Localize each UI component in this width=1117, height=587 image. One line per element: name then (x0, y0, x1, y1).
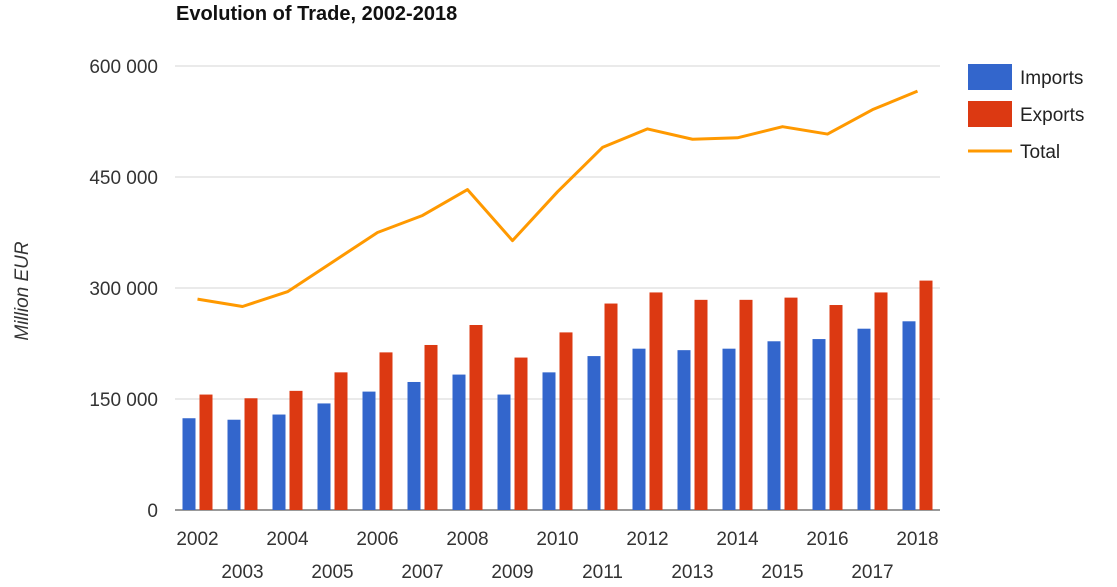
y-tick-label: 600 000 (89, 57, 158, 78)
exports-bar-2018 (919, 280, 933, 510)
imports-bar-2008 (452, 374, 466, 510)
x-axis-ticks: 2002200320042005200620072008200920102011… (176, 529, 938, 583)
imports-bar-2009 (497, 394, 511, 510)
imports-bar-2013 (677, 350, 691, 510)
x-tick-label: 2013 (671, 562, 713, 583)
imports-bar-2014 (722, 348, 736, 510)
exports-bar-2003 (244, 398, 258, 510)
exports-bar-2009 (514, 357, 528, 510)
imports-bar-2018 (902, 321, 916, 510)
x-tick-label: 2010 (536, 529, 578, 550)
imports-bar-2012 (632, 348, 646, 510)
imports-bar-2004 (272, 414, 286, 510)
x-tick-label: 2004 (266, 529, 309, 550)
exports-bar-2006 (379, 352, 393, 510)
imports-bar-2003 (227, 419, 241, 510)
x-tick-label: 2009 (491, 562, 533, 583)
legend-label-imports: Imports (1020, 68, 1083, 89)
exports-bar-2017 (874, 292, 888, 510)
imports-bar-2005 (317, 403, 331, 510)
legend-label-exports: Exports (1020, 105, 1084, 126)
exports-bar-2013 (694, 299, 708, 510)
x-tick-label: 2016 (806, 529, 848, 550)
legend-swatch-exports (968, 101, 1012, 127)
exports-bar-2011 (604, 303, 618, 510)
imports-bar-2016 (812, 339, 826, 510)
imports-bar-2015 (767, 341, 781, 510)
exports-bar-2012 (649, 292, 663, 510)
chart-title: Evolution of Trade, 2002-2018 (176, 3, 457, 25)
exports-bar-2002 (199, 394, 213, 510)
imports-bar-2011 (587, 356, 601, 510)
y-axis-label: Million EUR (12, 241, 33, 341)
imports-bar-2006 (362, 391, 376, 510)
legend-label-total: Total (1020, 142, 1060, 163)
x-tick-label: 2012 (626, 529, 668, 550)
y-tick-label: 150 000 (89, 390, 158, 411)
exports-bar-2010 (559, 332, 573, 510)
x-tick-label: 2007 (401, 562, 443, 583)
x-tick-label: 2017 (851, 562, 893, 583)
y-tick-label: 0 (147, 501, 158, 522)
x-tick-label: 2006 (356, 529, 398, 550)
imports-bar-2002 (182, 418, 196, 510)
exports-bar-2014 (739, 299, 753, 510)
exports-bar-2015 (784, 297, 798, 510)
exports-bar-2016 (829, 305, 843, 510)
x-tick-label: 2002 (176, 529, 218, 550)
total-line-group (197, 89, 919, 308)
x-tick-label: 2008 (446, 529, 488, 550)
x-tick-label: 2003 (221, 562, 263, 583)
imports-bar-2007 (407, 381, 421, 510)
x-tick-label: 2005 (311, 562, 353, 583)
legend-swatch-imports (968, 64, 1012, 90)
x-tick-label: 2014 (716, 529, 759, 550)
exports-bar-2007 (424, 344, 438, 510)
legend: Imports Exports Total (968, 64, 1084, 163)
x-tick-label: 2018 (896, 529, 938, 550)
imports-bar-2017 (857, 328, 871, 510)
x-tick-label: 2015 (761, 562, 803, 583)
exports-bar-2008 (469, 325, 483, 510)
imports-bar-2010 (542, 372, 556, 510)
y-tick-label: 450 000 (89, 168, 158, 189)
exports-bar-2005 (334, 372, 348, 510)
y-tick-label: 300 000 (89, 279, 158, 300)
bars-group (182, 280, 933, 510)
exports-bar-2004 (289, 390, 303, 510)
total-line (197, 89, 919, 308)
x-tick-label: 2011 (582, 562, 623, 583)
